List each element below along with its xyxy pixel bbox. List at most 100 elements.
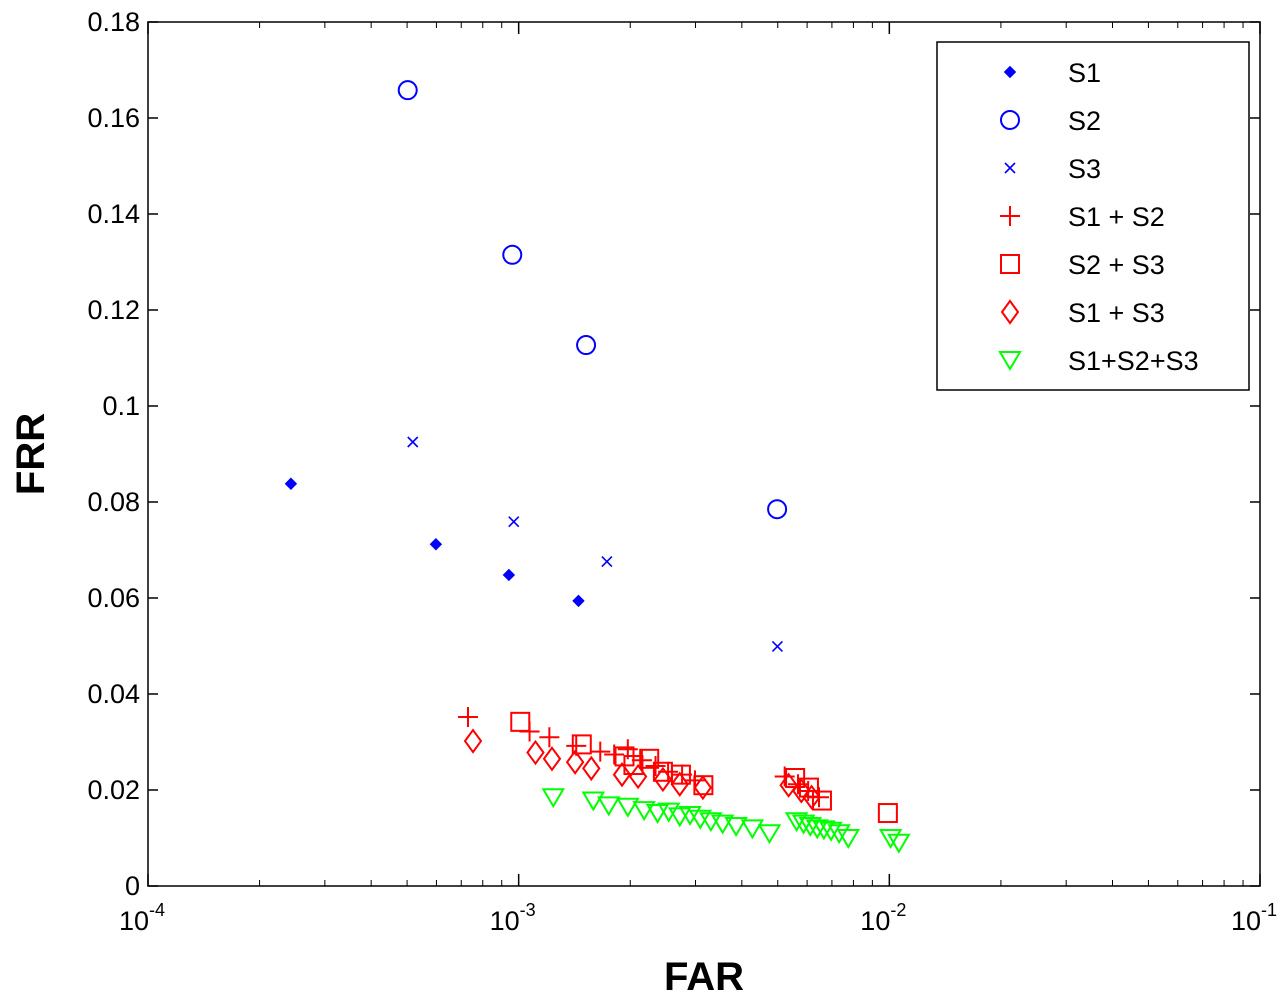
data-point bbox=[582, 755, 601, 782]
x-tick-base: 10 bbox=[1231, 906, 1261, 936]
legend-marker bbox=[1004, 162, 1016, 174]
legend-marker bbox=[1000, 299, 1020, 325]
data-point bbox=[539, 727, 560, 748]
data-point bbox=[632, 801, 656, 822]
legend-marker bbox=[1000, 254, 1020, 274]
data-point bbox=[645, 756, 666, 776]
data-point bbox=[877, 803, 898, 824]
data-point bbox=[836, 829, 861, 849]
x-tick-exponent: -2 bbox=[890, 900, 906, 920]
data-point bbox=[458, 707, 479, 728]
y-tick-label: 0.06 bbox=[87, 583, 140, 613]
data-point bbox=[597, 796, 621, 817]
y-tick-label: 0.16 bbox=[87, 103, 140, 133]
data-point bbox=[802, 784, 821, 810]
legend-label: S2 + S3 bbox=[1068, 250, 1165, 280]
data-point bbox=[827, 824, 851, 845]
x-tick-exponent: -3 bbox=[520, 900, 536, 920]
data-point bbox=[819, 821, 843, 842]
data-point bbox=[541, 788, 566, 809]
data-point bbox=[581, 791, 606, 812]
data-point bbox=[672, 764, 693, 785]
data-point bbox=[771, 640, 783, 653]
data-point bbox=[628, 763, 648, 790]
data-point bbox=[798, 777, 819, 798]
data-point bbox=[510, 711, 531, 732]
x-tick-exponent: -4 bbox=[149, 900, 165, 920]
legend-marker bbox=[1003, 65, 1017, 79]
data-point bbox=[502, 244, 523, 265]
data-point bbox=[811, 790, 832, 811]
data-point bbox=[779, 772, 798, 798]
data-point bbox=[407, 436, 419, 448]
x-tick-exponent: -1 bbox=[1261, 900, 1277, 920]
data-point bbox=[429, 538, 443, 551]
data-point bbox=[653, 766, 673, 793]
data-point bbox=[670, 771, 689, 797]
x-tick-label: 10-4 bbox=[119, 900, 165, 936]
data-point bbox=[542, 746, 562, 772]
series-6 bbox=[541, 788, 911, 854]
x-tick-base: 10 bbox=[119, 906, 149, 936]
y-tick-label: 0.1 bbox=[102, 391, 140, 421]
y-axis-title: FRR bbox=[9, 413, 53, 495]
data-point bbox=[565, 749, 585, 775]
plot-frame bbox=[147, 21, 1261, 887]
data-point bbox=[678, 805, 702, 826]
data-point bbox=[463, 728, 483, 754]
data-point bbox=[710, 814, 735, 835]
axis-ticks: 00.020.040.060.080.10.120.140.160.1810-4… bbox=[87, 7, 1277, 936]
data-point bbox=[757, 824, 782, 845]
data-point bbox=[601, 555, 613, 568]
x-axis-title: FAR bbox=[664, 955, 744, 999]
data-point bbox=[656, 802, 681, 823]
x-tick-base: 10 bbox=[490, 906, 520, 936]
data-point bbox=[667, 807, 692, 828]
data-point bbox=[639, 748, 660, 769]
series-1 bbox=[397, 80, 788, 520]
data-point bbox=[798, 817, 823, 837]
data-point bbox=[612, 761, 632, 788]
data-point bbox=[571, 734, 592, 755]
x-tick-label: 10-2 bbox=[860, 900, 906, 936]
y-tick-label: 0.02 bbox=[87, 775, 140, 805]
x-tick-label: 10-3 bbox=[490, 900, 536, 936]
data-point bbox=[740, 819, 765, 840]
legend: S1 S2 S3 S1 + S2 S2 + S3 S1 + S3 S1+S2+S3 bbox=[936, 41, 1250, 391]
data-point bbox=[792, 778, 811, 804]
data-point bbox=[502, 568, 516, 582]
data-point bbox=[572, 594, 585, 608]
data-point bbox=[724, 817, 748, 837]
data-point bbox=[878, 829, 903, 849]
data-point bbox=[812, 820, 836, 841]
legend-label: S1 bbox=[1068, 58, 1101, 88]
series-0 bbox=[284, 477, 585, 608]
series-5 bbox=[463, 728, 821, 810]
data-point bbox=[590, 741, 611, 762]
y-tick-label: 0.18 bbox=[87, 7, 140, 37]
legend-label: S3 bbox=[1068, 154, 1101, 184]
legend-marker bbox=[998, 351, 1022, 371]
data-point bbox=[576, 335, 597, 356]
data-point bbox=[604, 744, 625, 765]
legend-box bbox=[936, 41, 1250, 391]
y-tick-label: 0 bbox=[125, 871, 140, 901]
data-points bbox=[284, 80, 911, 854]
series-2 bbox=[407, 436, 783, 653]
legend-label: S1+S2+S3 bbox=[1068, 346, 1199, 376]
y-tick-label: 0.14 bbox=[87, 199, 140, 229]
legend-label: S1 + S2 bbox=[1068, 202, 1165, 232]
data-point bbox=[645, 804, 670, 825]
data-point bbox=[616, 797, 640, 818]
legend-label: S1 + S3 bbox=[1068, 298, 1165, 328]
data-point bbox=[526, 739, 545, 766]
data-point bbox=[284, 477, 298, 490]
x-tick-base: 10 bbox=[860, 906, 890, 936]
data-point bbox=[887, 833, 911, 854]
data-point bbox=[670, 764, 691, 785]
data-point bbox=[767, 499, 788, 520]
y-tick-label: 0.04 bbox=[87, 679, 140, 709]
data-point bbox=[508, 516, 520, 528]
data-point bbox=[397, 80, 418, 101]
